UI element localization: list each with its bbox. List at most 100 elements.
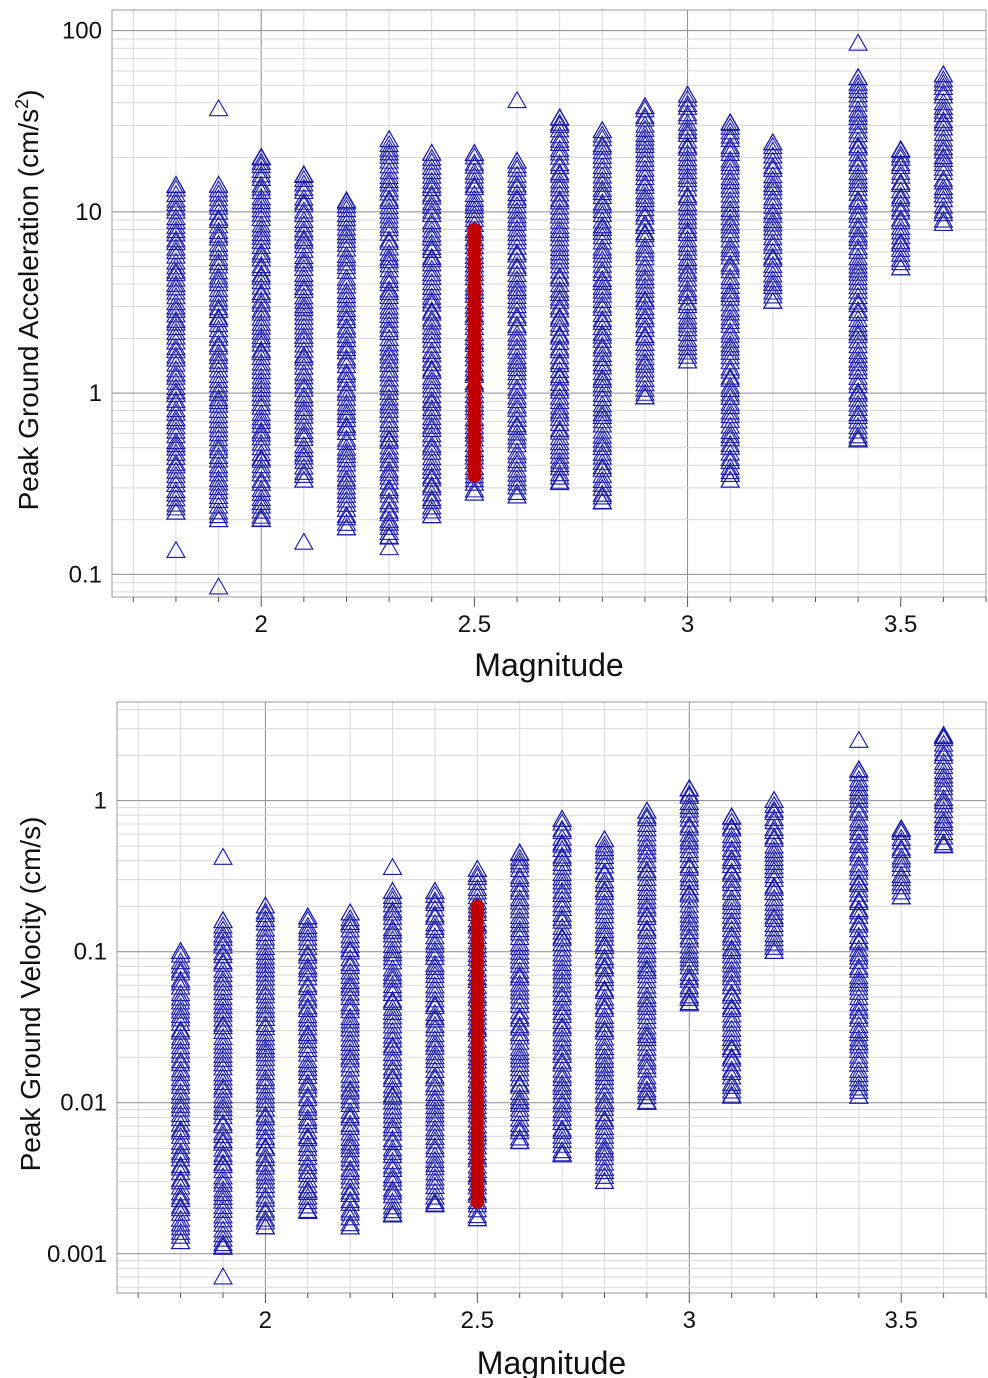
triangle-marker (424, 1122, 445, 1141)
triangle-marker (636, 1092, 657, 1111)
triangle-marker (721, 1085, 742, 1103)
triangle-marker (421, 166, 442, 184)
triangle-marker (336, 199, 357, 218)
triangle-marker (679, 805, 700, 823)
triangle-marker (336, 459, 357, 478)
triangle-marker (213, 964, 233, 983)
triangle-marker (464, 175, 485, 193)
triangle-marker (721, 1040, 742, 1058)
triangle-marker (848, 149, 869, 167)
triangle-marker (379, 286, 400, 305)
triangle-marker (166, 327, 186, 345)
triangle-marker (255, 1113, 276, 1131)
triangle-marker (549, 234, 570, 252)
triangle-marker (509, 974, 530, 992)
triangle-marker (594, 947, 615, 966)
triangle-marker (336, 213, 357, 231)
triangle-marker (552, 1140, 573, 1159)
triangle-marker (424, 940, 445, 958)
triangle-marker (634, 106, 655, 124)
triangle-marker (251, 340, 272, 358)
triangle-marker (208, 496, 229, 514)
triangle-marker (293, 240, 314, 258)
triangle-marker (764, 941, 784, 960)
triangle-marker (379, 450, 400, 468)
triangle-marker (382, 1006, 403, 1025)
triangle-marker (636, 936, 657, 954)
triangle-marker (933, 104, 954, 123)
triangle-marker (634, 176, 655, 194)
triangle-marker (379, 170, 400, 189)
triangle-marker (297, 1102, 318, 1121)
triangle-marker (170, 1209, 191, 1227)
triangle-marker (421, 416, 442, 434)
triangle-marker (933, 836, 954, 854)
triangle-marker (764, 808, 784, 826)
triangle-marker (507, 468, 527, 487)
triangle-marker (424, 1091, 445, 1110)
triangle-marker (297, 956, 318, 975)
triangle-marker (592, 434, 613, 452)
triangle-marker (592, 344, 613, 363)
triangle-marker (549, 280, 570, 298)
triangle-marker (634, 222, 655, 241)
triangle-marker (890, 153, 911, 172)
triangle-marker (891, 847, 912, 865)
triangle-marker (677, 117, 698, 136)
triangle-marker (764, 856, 784, 875)
triangle-marker (552, 997, 573, 1015)
triangle-marker (336, 418, 357, 436)
triangle-marker (251, 357, 272, 375)
triangle-marker (336, 208, 357, 227)
triangle-marker (594, 996, 615, 1015)
triangle-marker (552, 926, 573, 945)
triangle-marker (166, 502, 186, 520)
triangle-marker (424, 1104, 445, 1123)
triangle-marker (636, 918, 657, 937)
triangle-marker (549, 427, 570, 446)
triangle-marker (594, 893, 615, 911)
triangle-marker (679, 980, 700, 998)
triangle-marker (552, 965, 573, 984)
triangle-marker (634, 383, 655, 401)
triangle-marker (293, 470, 314, 488)
triangle-marker (592, 487, 613, 505)
triangle-marker (507, 477, 527, 495)
triangle-marker (421, 447, 442, 466)
triangle-marker (634, 258, 655, 276)
triangle-marker (848, 135, 869, 154)
triangle-marker (251, 509, 272, 528)
triangle-marker (213, 1072, 233, 1090)
triangle-marker (549, 130, 570, 148)
triangle-marker (166, 317, 186, 336)
triangle-marker (340, 1203, 361, 1221)
triangle-marker (251, 303, 272, 321)
triangle-marker (340, 1182, 361, 1200)
triangle-marker (297, 1005, 318, 1024)
triangle-marker (255, 1071, 276, 1090)
triangle-marker (382, 929, 403, 948)
triangle-marker (594, 1010, 615, 1028)
y-tick-label: 0.01 (60, 1090, 107, 1117)
triangle-marker (251, 506, 272, 524)
triangle-marker (933, 739, 954, 757)
triangle-marker (509, 1054, 530, 1072)
triangle-marker (170, 1196, 191, 1214)
triangle-marker (592, 238, 613, 256)
triangle-marker (848, 1006, 869, 1024)
triangle-marker (208, 267, 229, 285)
triangle-marker (721, 991, 742, 1009)
triangle-marker (170, 1122, 191, 1140)
triangle-marker (340, 948, 361, 967)
triangle-marker (848, 267, 869, 286)
triangle-marker (421, 466, 442, 484)
triangle-marker (552, 835, 573, 853)
triangle-marker (848, 67, 869, 86)
triangle-marker (721, 892, 742, 911)
triangle-marker (424, 913, 445, 932)
triangle-marker (170, 1136, 191, 1154)
triangle-marker (297, 1156, 318, 1175)
triangle-marker (848, 782, 869, 800)
triangle-marker (891, 873, 912, 891)
triangle-marker (297, 1115, 318, 1133)
